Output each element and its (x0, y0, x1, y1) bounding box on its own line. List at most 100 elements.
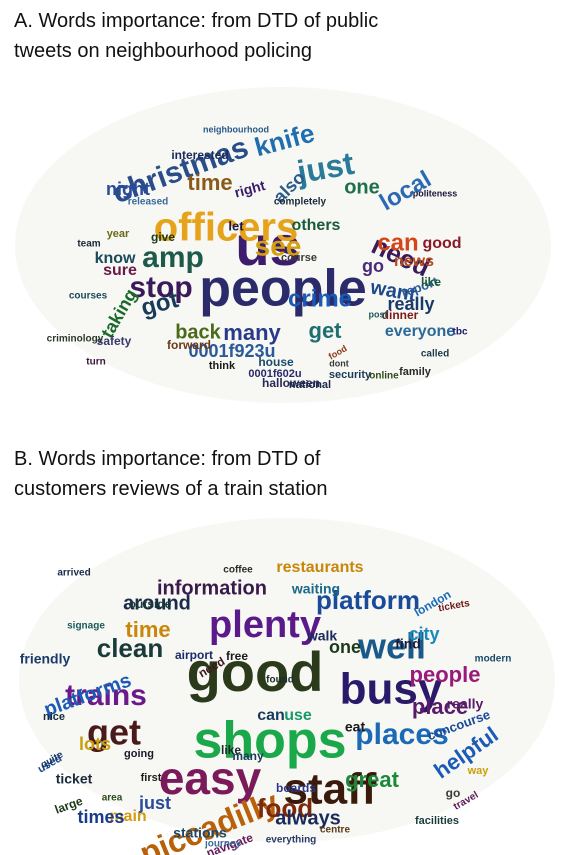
cloud-word: well (357, 626, 426, 667)
cloud-word: modern (475, 654, 512, 665)
cloud-word: tbc (453, 327, 468, 338)
cloud-word: sure (103, 262, 137, 279)
cloud-word: forward (167, 338, 211, 352)
cloud-word: completely (274, 197, 327, 208)
cloud-word: officers (154, 206, 299, 250)
cloud-word: security (329, 369, 372, 381)
cloud-word: know (95, 250, 136, 267)
cloud-word: courses (69, 291, 108, 302)
cloud-word: people (199, 260, 367, 318)
cloud-word: eat (345, 719, 366, 735)
cloud-word: right (233, 177, 268, 201)
cloud-word: everyone (385, 323, 455, 340)
cloud-word: outside (129, 597, 172, 611)
cloud-word: safety (97, 334, 132, 348)
cloud-word: nice (43, 711, 65, 723)
cloud-word: ticket (56, 771, 93, 787)
cloud-word: friendly (20, 651, 71, 667)
cloud-word: times (77, 807, 124, 827)
cloud-word: criminology (47, 334, 104, 345)
cloud-word: really (387, 294, 434, 314)
cloud-word: many (223, 320, 281, 345)
cloud-word: online (369, 371, 399, 382)
cloud-word: information (157, 577, 267, 599)
cloud-word: waiting (291, 581, 340, 597)
cloud-word: good (422, 235, 461, 252)
cloud-word: others (292, 217, 341, 234)
cloud-word: facilities (415, 815, 459, 827)
cloud-word: great (345, 767, 399, 792)
cloud-word: like (421, 275, 441, 289)
cloud-word: 0001f602u (248, 368, 301, 380)
cloud-word: everything (266, 835, 317, 846)
cloud-word: see (255, 230, 302, 261)
cloud-word: find (395, 636, 421, 652)
cloud-word: can (257, 707, 285, 724)
cloud-word: dont (329, 358, 349, 368)
cloud-word: many (232, 749, 264, 763)
cloud-word: politeness (413, 188, 458, 198)
cloud-word: place (412, 694, 468, 719)
cloud-word: walk (306, 628, 338, 644)
cloud-word: released (128, 197, 169, 208)
cloud-word: get (309, 318, 343, 343)
cloud-word: tickets (437, 598, 471, 614)
cloud-word: halloween (262, 376, 320, 390)
cloud-word: always (275, 807, 341, 829)
cloud-word: found (266, 675, 294, 686)
cloud-word: boards (276, 781, 316, 795)
cloud-word: night (106, 179, 150, 199)
cloud-word: platform (316, 585, 420, 615)
cloud-word: stations (173, 825, 227, 841)
cloud-word: lots (79, 734, 111, 754)
cloud-word: signage (67, 621, 105, 632)
cloud-word: get (87, 712, 141, 753)
cloud-word: journey (204, 839, 242, 850)
cloud-word: restaurants (276, 559, 363, 576)
cloud-word: just (138, 793, 171, 813)
cloud-word: free (226, 649, 248, 663)
cloud-word: national (289, 379, 331, 391)
cloud-word: use (284, 707, 312, 724)
cloud-word: time (125, 617, 170, 642)
cloud-word: trains (65, 679, 147, 712)
cloud-word: us (235, 214, 300, 277)
cloud-word: places (355, 718, 448, 751)
cloud-word: food (257, 793, 313, 823)
panel-a: A. Words importance: from DTD of public … (14, 10, 551, 403)
cloud-word: news (394, 253, 434, 270)
cloud-word: going (124, 748, 154, 760)
cloud-word: plenty (209, 604, 321, 646)
cloud-word: called (421, 349, 449, 360)
cloud-word: let (228, 218, 244, 233)
cloud-word: year (107, 228, 130, 240)
cloud-word: crime (288, 285, 352, 312)
cloud-word: really (447, 696, 484, 712)
cloud-word: one (329, 637, 361, 657)
cloud-word: airport (175, 648, 213, 662)
cloud-word: time (187, 170, 232, 195)
cloud-word: 0001f923u (188, 341, 275, 361)
cloud-word: one (344, 176, 380, 198)
cloud-word: arrived (57, 568, 90, 579)
cloud-word: neighbourhood (203, 124, 269, 134)
cloud-word: busy (340, 665, 443, 714)
cloud-word: house (258, 355, 294, 369)
cloud-word: shops (193, 712, 346, 770)
cloud-word: people (410, 662, 481, 687)
cloud-word: amp (142, 241, 204, 274)
cloud-word: go (362, 256, 384, 276)
cloud-word: clean (97, 633, 164, 663)
cloud-word: course (281, 252, 317, 264)
cloud-word: give (151, 230, 175, 244)
cloud-word: can (377, 229, 418, 256)
cloud-word: back (175, 321, 221, 343)
cloud-word: think (209, 360, 236, 372)
cloud-word: city (408, 624, 439, 644)
cloud-word: team (77, 239, 100, 250)
cloud-word: family (399, 366, 432, 378)
cloud-word: post (369, 309, 388, 319)
cloud-word: interested (171, 148, 228, 162)
